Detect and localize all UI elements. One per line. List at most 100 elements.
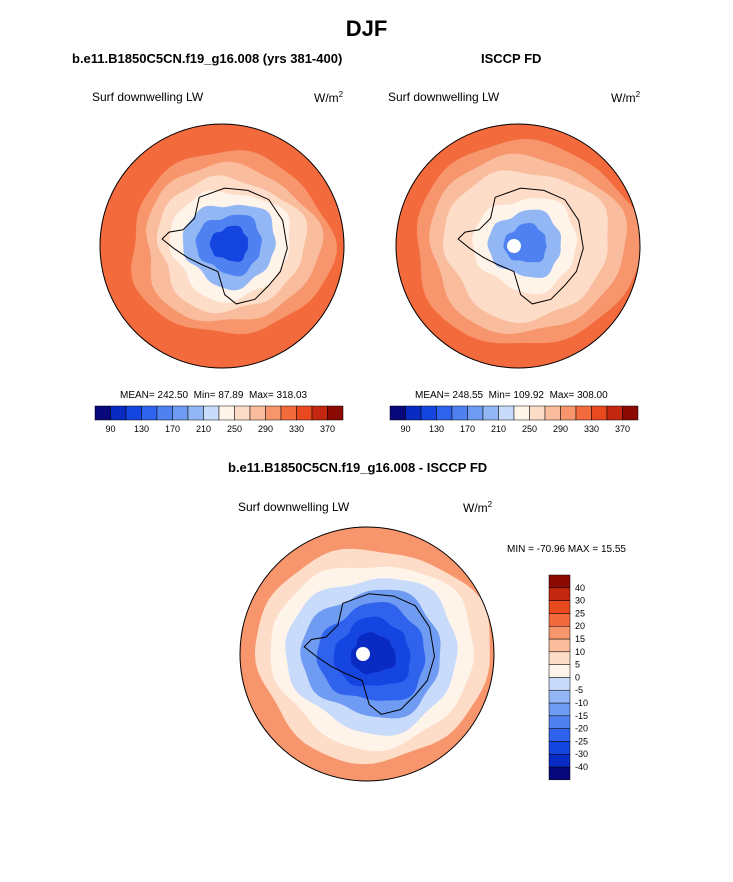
colorbar-cell [280,405,297,421]
colorbar-tick-label: 40 [575,583,585,593]
stat-mean-label: MEAN= [120,390,155,401]
colorbar-cell [234,405,251,421]
colorbar-tick-label: -30 [575,749,588,759]
stat-min-value: 109.92 [513,390,544,401]
colorbar-tick-label: 90 [105,424,115,434]
polar-map-2 [239,526,495,782]
stat-mean-value: 242.50 [157,390,189,401]
colorbar-cell [156,405,173,421]
colorbar-cell [187,405,204,421]
colorbar-cell [560,405,577,421]
colorbar-tick-label: 330 [289,424,304,434]
colorbar-cell [498,405,515,421]
colorbar-tick-label: 370 [615,424,630,434]
map-border [395,123,641,369]
colorbar-cell [218,405,235,421]
colorbar-cell [327,405,344,421]
colorbar-tick-label: 130 [134,424,149,434]
colorbar-cell [94,405,111,421]
colorbar-cell [548,766,571,781]
colorbar-tick-label: 170 [165,424,180,434]
panel-title-diff: b.e11.B1850C5CN.f19_g16.008 - ISCCP FD [228,460,488,475]
colorbar-cell [125,405,142,421]
colorbar-cell [622,405,639,421]
colorbar-cell [451,405,468,421]
colorbar-tick-label: -15 [575,711,588,721]
colorbar-tick-label: 0 [575,672,580,682]
units-label-obs: W/m2 [611,90,640,105]
colorbar-cell [265,405,282,421]
stat-min-label: MIN = [507,544,534,555]
colorbar-cell [141,405,158,421]
colorbar-cell [548,638,571,653]
colorbar-2: -40 -30 -25 -20 -15 -10 -5 0 5 10 15 20 25 30 40 [548,574,588,781]
colorbar-tick-label: 210 [491,424,506,434]
polar-map-0 [99,123,345,369]
colorbar-cell [405,405,422,421]
units-label-diff: W/m2 [463,500,492,515]
contour-band [350,632,396,675]
colorbar-tick-label: 210 [196,424,211,434]
stats-diff: MIN = -70.96 MAX = 15.55 [507,544,626,555]
colorbar-0: 90 130 170 210 250 290 330 370 [94,405,344,434]
colorbar-tick-label: 290 [553,424,568,434]
colorbar-tick-label: 250 [522,424,537,434]
stat-max-label: Max= [249,390,274,401]
colorbar-tick-label: 10 [575,647,585,657]
colorbar-tick-label: 90 [400,424,410,434]
units-label-model: W/m2 [314,90,343,105]
colorbar-tick-label: 15 [575,634,585,644]
pole-marker [356,647,370,661]
stat-max-value: 318.03 [276,390,308,401]
stat-mean-value: 248.55 [452,390,484,401]
stat-max-value: 308.00 [577,390,608,401]
colorbar-cell [548,753,571,768]
colorbar-tick-label: -20 [575,724,588,734]
stat-max-value: 15.55 [600,544,626,555]
colorbar-cell [548,677,571,691]
colorbar-cell [548,702,571,717]
variable-label-obs: Surf downwelling LW [388,90,500,104]
stat-max-label: MAX = [567,544,599,555]
colorbar-cell [420,405,437,421]
colorbar-cell [467,405,484,421]
map-border [239,526,495,782]
colorbar-tick-label: 5 [575,660,580,670]
map-border [99,123,345,369]
colorbar-tick-label: 20 [575,621,585,631]
colorbar-cell [548,600,571,614]
units-exponent: 2 [635,90,641,99]
stat-mean-label: MEAN= [415,390,450,401]
colorbar-cell [548,625,571,640]
colorbar-tick-label: -10 [575,698,588,708]
stat-min-value: -70.96 [536,544,566,555]
stat-min-label: Min= [488,390,511,401]
colorbar-tick-label: 25 [575,608,585,618]
colorbar-tick-label: 330 [584,424,599,434]
colorbar-cell [172,405,189,421]
units-base: W/m [314,91,339,105]
colorbar-cell [110,405,127,421]
coastline [161,187,288,305]
panel-title-obs: ISCCP FD [481,51,542,66]
colorbar-cell [529,405,546,421]
units-exponent: 2 [487,500,493,509]
colorbar-cell [389,405,406,421]
colorbar-cell [513,405,530,421]
colorbar-cell [296,405,313,421]
stat-max-label: Max= [549,390,575,401]
colorbar-cell [548,587,571,601]
colorbar-cell [203,405,220,421]
colorbar-cell [548,689,571,704]
colorbar-tick-label: -40 [575,762,588,772]
page-title: DJF [345,16,388,41]
colorbar-cell [548,613,571,627]
coastline [457,187,584,305]
panel-title-model: b.e11.B1850C5CN.f19_g16.008 (yrs 381-400… [72,51,343,66]
colorbar-cell [436,405,453,421]
colorbar-cell [606,405,623,421]
colorbar-cell [591,405,608,421]
colorbar-cell [482,405,499,421]
units-base: W/m [611,91,636,105]
